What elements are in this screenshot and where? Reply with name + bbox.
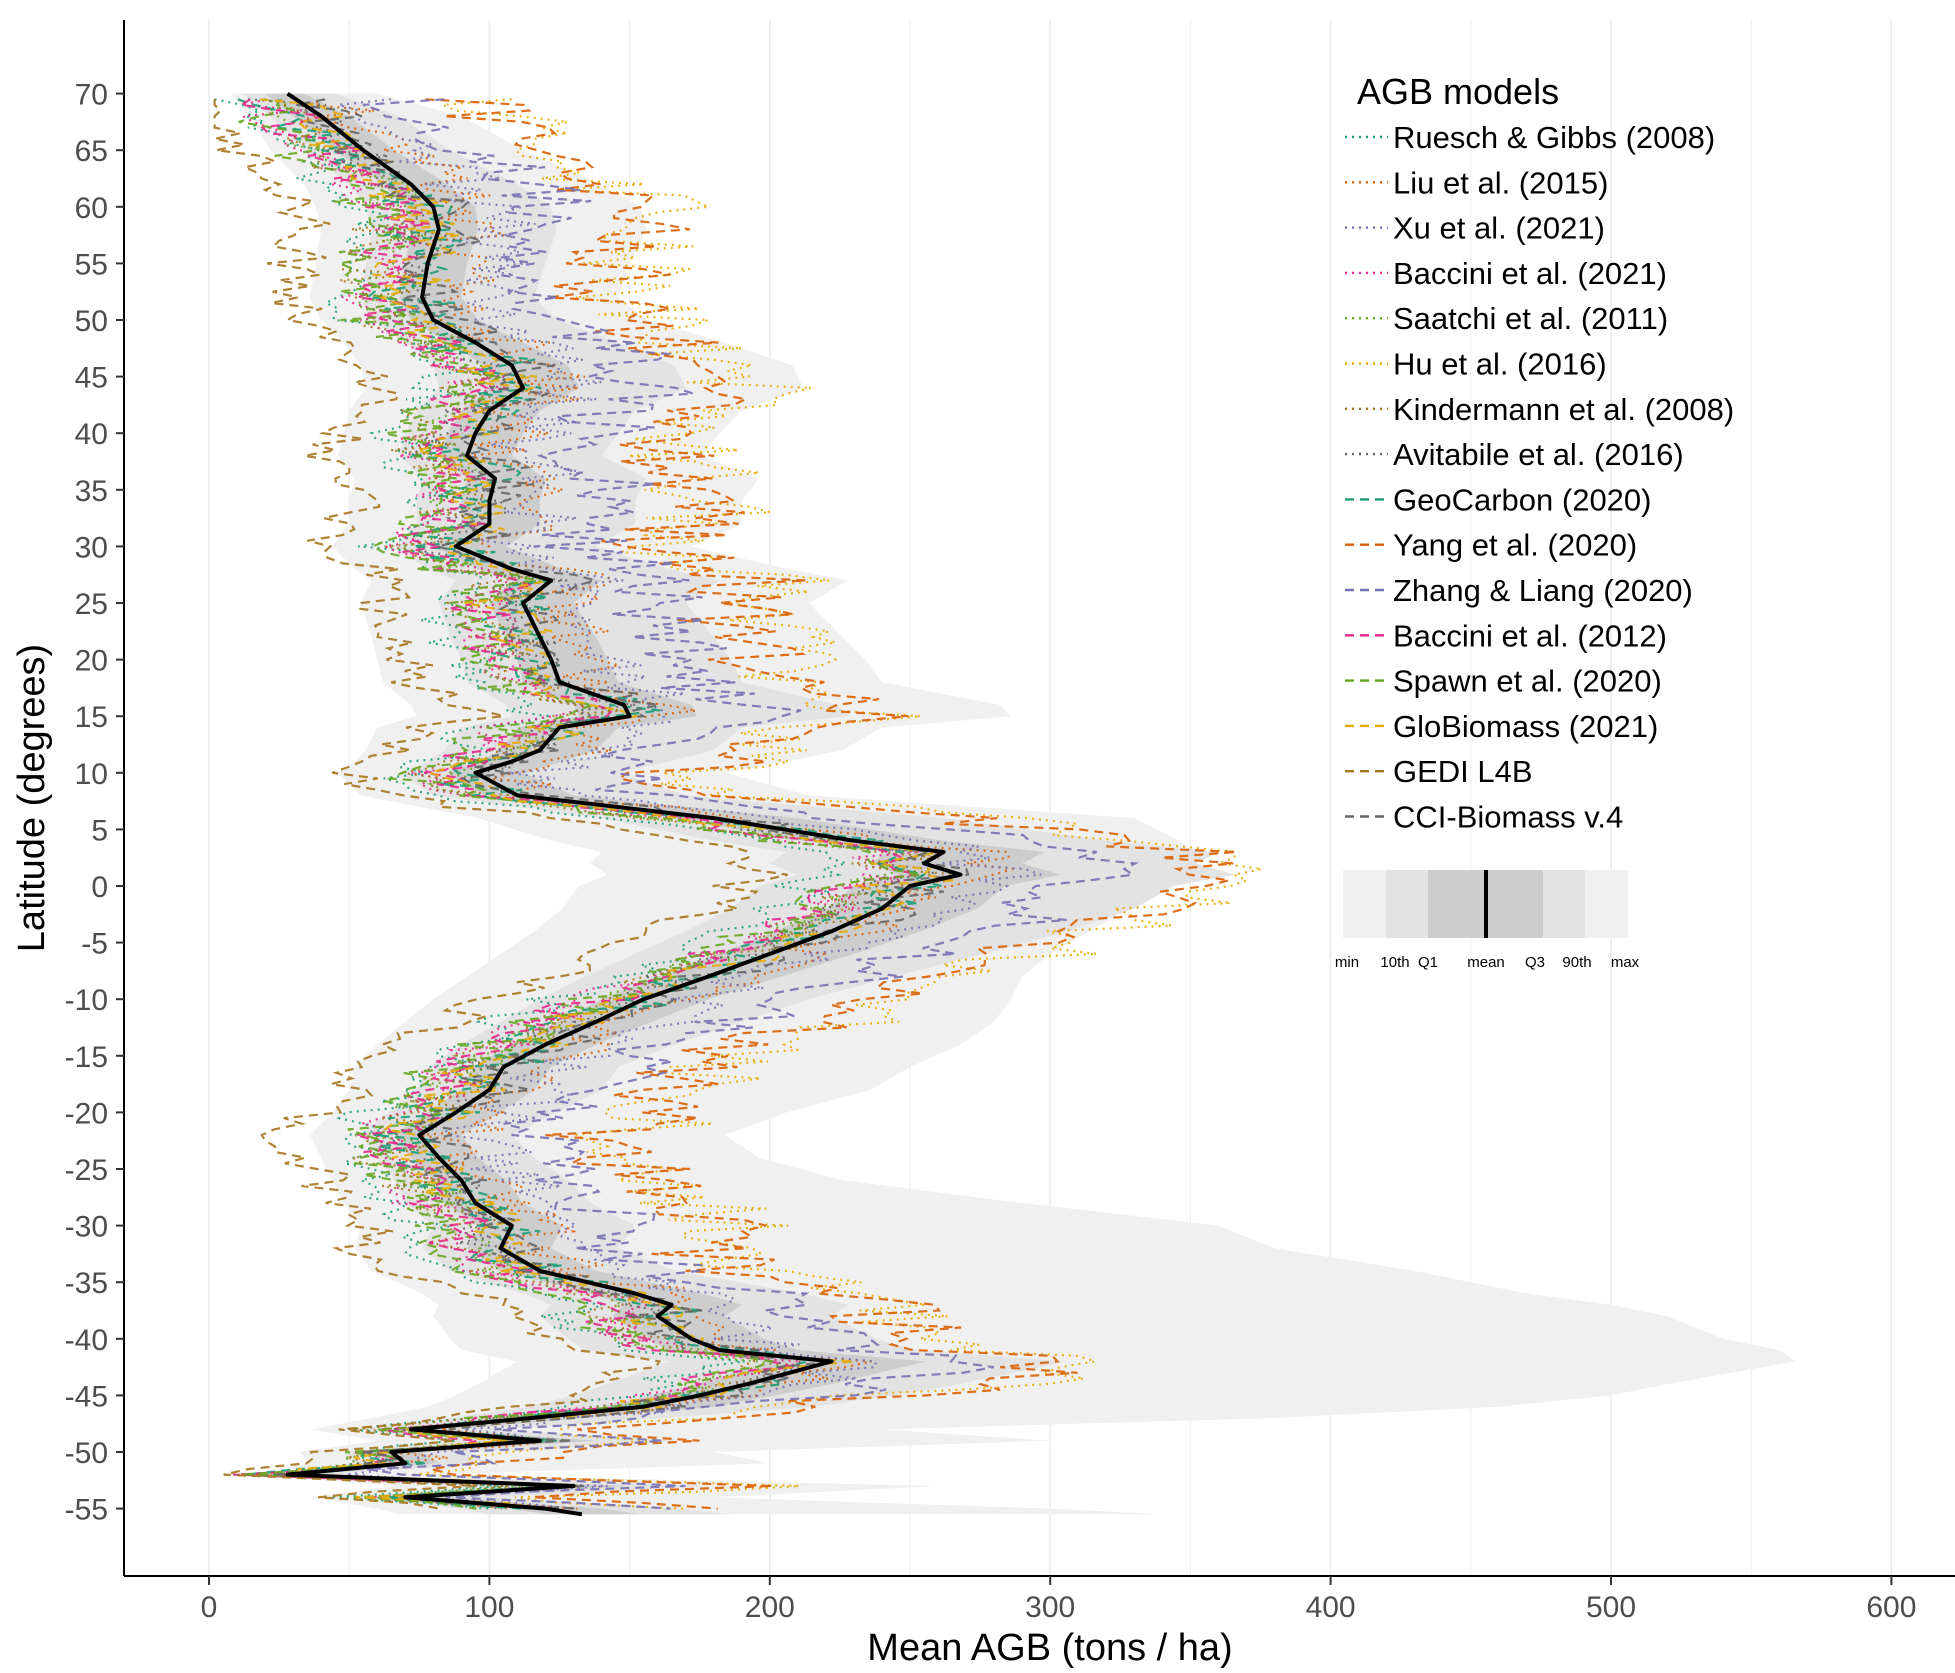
y-tick-label: 65 bbox=[75, 135, 108, 168]
legend-label: Kindermann et al. (2008) bbox=[1393, 392, 1734, 427]
mean-line bbox=[285, 91, 963, 1517]
key-band bbox=[1386, 870, 1428, 938]
key-label: max bbox=[1611, 954, 1640, 971]
y-tick-label: -55 bbox=[65, 1494, 108, 1527]
key-label: mean bbox=[1467, 954, 1505, 971]
series-line-14 bbox=[259, 98, 956, 1510]
series-line-11 bbox=[362, 98, 1139, 1510]
key-band bbox=[1585, 870, 1628, 938]
legend-label: Xu et al. (2021) bbox=[1393, 211, 1605, 246]
y-tick-label: -15 bbox=[65, 1041, 108, 1074]
y-tick-label: 55 bbox=[75, 248, 108, 281]
y-tick-label: -5 bbox=[81, 928, 108, 961]
series-line-15 bbox=[213, 99, 788, 1510]
key-label: 10th bbox=[1380, 954, 1409, 971]
y-tick-label: 70 bbox=[75, 79, 108, 112]
y-tick-label: 60 bbox=[75, 192, 108, 225]
band-min-max bbox=[231, 93, 1797, 1515]
y-tick-label: 40 bbox=[75, 418, 108, 451]
series-line-6 bbox=[413, 98, 1263, 1510]
x-axis-ticks: 0 100 200 300 400 500 600 bbox=[201, 1576, 1916, 1624]
series-line-10 bbox=[425, 98, 1237, 1510]
y-tick-label: 25 bbox=[75, 588, 108, 621]
key-band bbox=[1343, 870, 1386, 938]
key-label: 90th bbox=[1562, 954, 1591, 971]
legend-label: Zhang & Liang (2020) bbox=[1393, 573, 1693, 608]
y-tick-label: 35 bbox=[75, 475, 108, 508]
y-tick-label: -30 bbox=[65, 1211, 108, 1244]
x-tick-label: 500 bbox=[1586, 1591, 1636, 1624]
legend-label: Baccini et al. (2012) bbox=[1393, 618, 1667, 653]
y-tick-label: -10 bbox=[65, 984, 108, 1017]
y-tick-label: 45 bbox=[75, 362, 108, 395]
x-axis-title: Mean AGB (tons / ha) bbox=[867, 1627, 1232, 1669]
legend-label: GeoCarbon (2020) bbox=[1393, 482, 1652, 517]
legend-label: Yang et al. (2020) bbox=[1393, 528, 1637, 563]
y-tick-label: 20 bbox=[75, 645, 108, 678]
legend-items: Ruesch & Gibbs (2008) Liu et al. (2015) Xu… bbox=[1345, 120, 1734, 835]
series-line-12 bbox=[232, 98, 919, 1510]
key-band bbox=[1543, 870, 1585, 938]
key-band bbox=[1471, 870, 1543, 938]
y-tick-label: 5 bbox=[91, 814, 108, 847]
y-tick-label: -45 bbox=[65, 1380, 108, 1413]
y-axis-title: Latitude (degrees) bbox=[11, 644, 53, 952]
legend-label: Hu et al. (2016) bbox=[1393, 347, 1607, 382]
axes bbox=[123, 20, 1955, 1577]
y-tick-label: -25 bbox=[65, 1154, 108, 1187]
y-tick-label: 50 bbox=[75, 305, 108, 338]
legend-label: GloBiomass (2021) bbox=[1393, 709, 1658, 744]
legend-label: Baccini et al. (2021) bbox=[1393, 256, 1667, 291]
x-tick-label: 600 bbox=[1866, 1591, 1916, 1624]
y-tick-label: 30 bbox=[75, 531, 108, 564]
y-tick-label: 10 bbox=[75, 758, 108, 791]
key-label: Q1 bbox=[1418, 954, 1438, 971]
legend-label: CCI-Biomass v.4 bbox=[1393, 800, 1623, 835]
x-tick-label: 0 bbox=[201, 1591, 218, 1624]
y-tick-label: -50 bbox=[65, 1437, 108, 1470]
x-tick-label: 400 bbox=[1306, 1591, 1356, 1624]
y-tick-label: 15 bbox=[75, 701, 108, 734]
legend-label: Liu et al. (2015) bbox=[1393, 165, 1608, 200]
mean-profile bbox=[285, 91, 963, 1517]
key-label: min bbox=[1335, 954, 1359, 971]
x-tick-label: 200 bbox=[745, 1591, 795, 1624]
distribution-key: min 10th Q1 mean Q3 90th max bbox=[1335, 870, 1640, 971]
y-tick-label: 0 bbox=[91, 871, 108, 904]
legend-label: GEDI L4B bbox=[1393, 754, 1533, 789]
legend-title: AGB models bbox=[1357, 71, 1559, 112]
key-band bbox=[1428, 870, 1471, 938]
y-tick-label: -35 bbox=[65, 1267, 108, 1300]
legend-label: Spawn et al. (2020) bbox=[1393, 664, 1662, 699]
series-line-3 bbox=[338, 98, 1042, 1510]
legend-label: Ruesch & Gibbs (2008) bbox=[1393, 120, 1715, 155]
key-label: Q3 bbox=[1525, 954, 1545, 971]
y-axis-ticks: 7065605550454035302520151050-5-10-15-20-… bbox=[65, 79, 124, 1527]
y-tick-label: -40 bbox=[65, 1324, 108, 1357]
y-tick-label: -20 bbox=[65, 1097, 108, 1130]
legend-label: Saatchi et al. (2011) bbox=[1393, 301, 1668, 336]
legend: AGB models Ruesch & Gibbs (2008) Liu et a… bbox=[1335, 71, 1734, 971]
legend-label: Avitabile et al. (2016) bbox=[1393, 437, 1684, 472]
x-tick-label: 300 bbox=[1025, 1591, 1075, 1624]
x-tick-label: 100 bbox=[464, 1591, 514, 1624]
